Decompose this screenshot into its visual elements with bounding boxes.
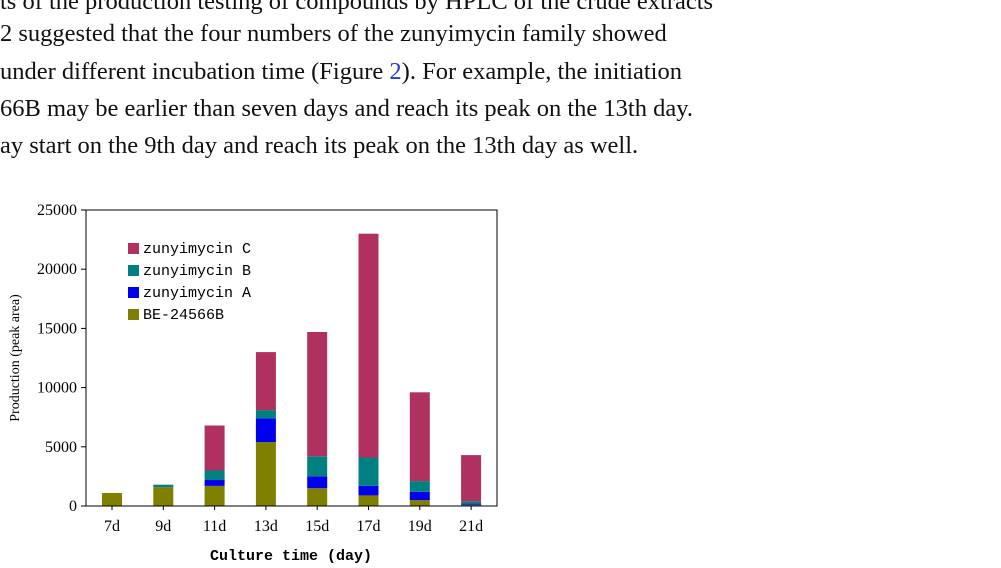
plot-frame (85, 209, 498, 507)
bar-segment (409, 392, 430, 482)
paragraph-line-3: under different incubation time (Figure … (0, 58, 682, 85)
x-tick-label: 11d (203, 518, 226, 535)
bar-segment (255, 410, 276, 419)
bar-segment (204, 470, 225, 480)
x-axis-label: Culture time (day) (210, 548, 372, 565)
bar-segment (153, 487, 174, 506)
bar-segment (461, 504, 482, 506)
bar-segment (307, 488, 328, 506)
legend-label: zunyimycin C (143, 241, 251, 258)
bar-segment (358, 485, 379, 496)
legend-swatch (128, 287, 139, 298)
legend: zunyimycin C zunyimycin B zunyimycin A BE-2… (128, 241, 251, 324)
bar-segment (409, 481, 430, 492)
bar-segment (153, 484, 174, 488)
y-tick-label: 10000 (37, 380, 77, 397)
x-tick-label: 9d (155, 518, 171, 535)
paragraph-line-3-start: under different incubation time (Figure (0, 58, 390, 85)
x-axis: 7d 9d 11d 13d 15d 17d 19d 21d (104, 506, 483, 535)
bar-segment (409, 500, 430, 506)
y-tick-label: 15000 (37, 320, 77, 337)
legend-label: BE-24566B (143, 307, 224, 324)
y-axis: 0 5000 10000 15000 20000 25000 (37, 202, 86, 515)
bar-segment (255, 352, 276, 411)
y-axis-label: Production (peak area) (8, 294, 23, 422)
bar-segment (461, 455, 482, 502)
bar-segment (204, 425, 225, 471)
bar-segment (461, 501, 482, 504)
bar-segment (358, 495, 379, 506)
x-tick-label: 15d (305, 518, 329, 535)
bar-segment (102, 493, 122, 506)
paragraph-line-2: 2 suggested that the four numbers of the… (0, 20, 667, 47)
body-paragraph: ts of the production testing of compound… (0, 0, 1001, 200)
bar-segment (307, 476, 328, 489)
figure-reference-link[interactable]: 2 (389, 58, 402, 85)
figure-2: 0 5000 10000 15000 20000 25000 7d 9d 11d 13d 15d 1… (0, 195, 520, 568)
legend-swatch (128, 243, 139, 254)
paragraph-line-3-end: ). For example, the initiation (401, 58, 682, 85)
paragraph-line-1: ts of the production testing of compound… (0, 0, 714, 15)
bar-segment (307, 332, 328, 457)
x-tick-label: 13d (254, 518, 278, 535)
bar-segment (204, 485, 225, 506)
paragraph-line-5: ay start on the 9th day and reach its pe… (0, 132, 639, 159)
x-tick-label: 17d (357, 518, 381, 535)
bar-segment (255, 442, 276, 506)
x-tick-label: 21d (459, 518, 483, 535)
y-tick-label: 0 (69, 498, 77, 515)
bar-segment (307, 456, 328, 477)
legend-swatch (128, 309, 139, 320)
x-tick-label: 7d (104, 518, 120, 535)
bar-segment (358, 457, 379, 486)
legend-swatch (128, 265, 139, 276)
bars-group (102, 233, 482, 506)
y-tick-label: 25000 (37, 202, 77, 219)
x-tick-label: 19d (408, 518, 432, 535)
y-tick-label: 20000 (37, 261, 77, 278)
bar-segment (358, 233, 379, 458)
legend-label: zunyimycin B (143, 263, 251, 280)
bar-segment (255, 418, 276, 443)
y-tick-label: 5000 (45, 439, 77, 456)
bar-segment (204, 480, 225, 486)
stacked-bar-chart: 0 5000 10000 15000 20000 25000 7d 9d 11d 13d 15d 1… (8, 202, 498, 565)
bar-segment (409, 491, 430, 501)
legend-label: zunyimycin A (143, 285, 251, 302)
bar-segment (461, 503, 482, 505)
paragraph-line-4: 66B may be earlier than seven days and r… (0, 95, 694, 122)
